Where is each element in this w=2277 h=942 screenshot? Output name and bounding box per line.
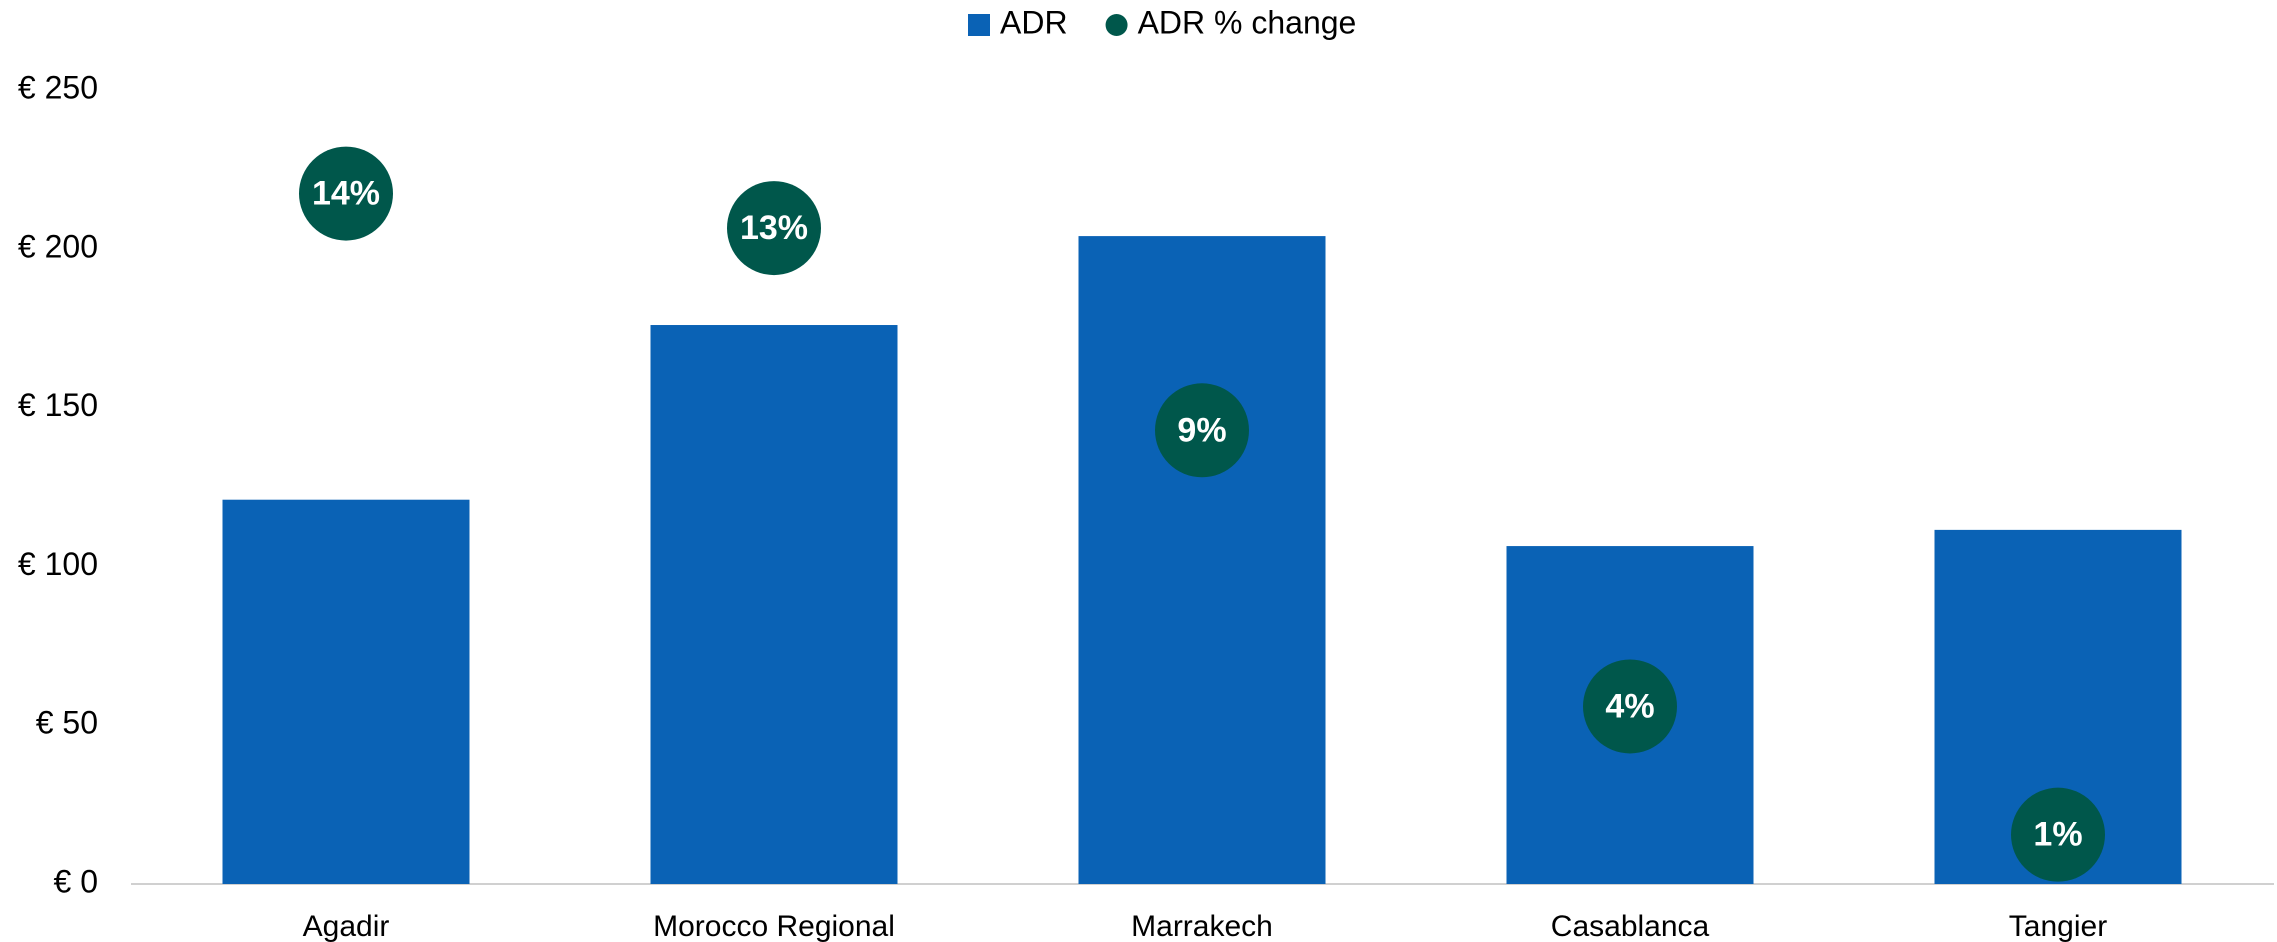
data-label: 14% [312,175,380,213]
y-tick-label: € 0 [54,863,98,899]
dot [1583,659,1677,754]
x-tick-label: Agadir [303,910,390,942]
dot [299,146,393,241]
legend-label: ADR [1000,4,1068,40]
data-label: 9% [1177,411,1226,449]
y-tick-label: € 50 [36,705,98,741]
dot [2011,787,2105,882]
bar [222,499,470,884]
dot [727,181,821,276]
bar [1078,236,1326,884]
x-tick-label: Tangier [2009,910,2107,942]
bar [650,325,898,884]
y-tick-label: € 200 [18,228,98,264]
legend-swatch [968,14,990,36]
dot [1155,383,1249,478]
x-tick-label: Marrakech [1131,910,1273,942]
y-tick-label: € 150 [18,387,98,423]
legend-label: ADR % change [1138,4,1357,40]
y-tick-label: € 250 [18,69,98,105]
y-tick-label: € 100 [18,546,98,582]
legend-swatch [1105,14,1128,36]
data-label: 1% [2033,816,2082,854]
x-tick-label: Casablanca [1551,910,1710,942]
data-label: 13% [740,209,808,247]
data-label: 4% [1605,687,1654,725]
x-tick-label: Morocco Regional [653,910,895,942]
